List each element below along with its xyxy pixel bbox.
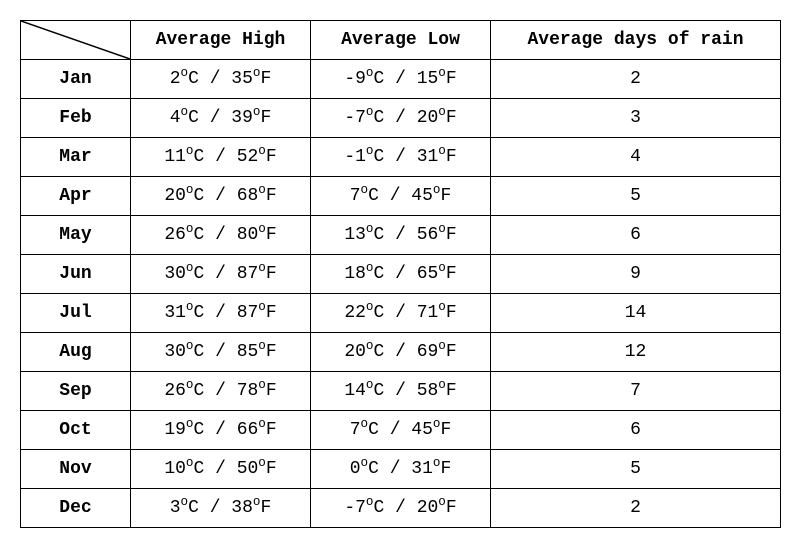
rain-cell: 9 bbox=[491, 255, 781, 294]
month-cell: Oct bbox=[21, 411, 131, 450]
header-blank bbox=[21, 21, 131, 60]
month-cell: Jan bbox=[21, 60, 131, 99]
table-row: Jan2oC / 35oF-9oC / 15oF2 bbox=[21, 60, 781, 99]
rain-cell: 3 bbox=[491, 99, 781, 138]
low-cell: -7oC / 20oF bbox=[311, 99, 491, 138]
month-cell: May bbox=[21, 216, 131, 255]
rain-cell: 2 bbox=[491, 60, 781, 99]
month-cell: Dec bbox=[21, 489, 131, 528]
table-row: Jul31oC / 87oF22oC / 71oF14 bbox=[21, 294, 781, 333]
rain-cell: 7 bbox=[491, 372, 781, 411]
rain-cell: 5 bbox=[491, 450, 781, 489]
table-row: Aug30oC / 85oF20oC / 69oF12 bbox=[21, 333, 781, 372]
low-cell: -7oC / 20oF bbox=[311, 489, 491, 528]
rain-cell: 6 bbox=[491, 216, 781, 255]
low-cell: 0oC / 31oF bbox=[311, 450, 491, 489]
climate-table: Average High Average Low Average days of… bbox=[20, 20, 781, 528]
low-cell: 14oC / 58oF bbox=[311, 372, 491, 411]
high-cell: 19oC / 66oF bbox=[131, 411, 311, 450]
rain-cell: 4 bbox=[491, 138, 781, 177]
month-cell: Jul bbox=[21, 294, 131, 333]
low-cell: 18oC / 65oF bbox=[311, 255, 491, 294]
high-cell: 30oC / 85oF bbox=[131, 333, 311, 372]
header-row: Average High Average Low Average days of… bbox=[21, 21, 781, 60]
table-row: Oct19oC / 66oF7oC / 45oF6 bbox=[21, 411, 781, 450]
table-row: Apr20oC / 68oF7oC / 45oF5 bbox=[21, 177, 781, 216]
low-cell: -9oC / 15oF bbox=[311, 60, 491, 99]
high-cell: 10oC / 50oF bbox=[131, 450, 311, 489]
low-cell: -1oC / 31oF bbox=[311, 138, 491, 177]
high-cell: 2oC / 35oF bbox=[131, 60, 311, 99]
low-cell: 22oC / 71oF bbox=[311, 294, 491, 333]
rain-cell: 2 bbox=[491, 489, 781, 528]
table-row: Dec3oC / 38oF-7oC / 20oF2 bbox=[21, 489, 781, 528]
high-cell: 26oC / 80oF bbox=[131, 216, 311, 255]
header-high: Average High bbox=[131, 21, 311, 60]
high-cell: 30oC / 87oF bbox=[131, 255, 311, 294]
low-cell: 7oC / 45oF bbox=[311, 177, 491, 216]
low-cell: 7oC / 45oF bbox=[311, 411, 491, 450]
header-low: Average Low bbox=[311, 21, 491, 60]
table-row: Mar11oC / 52oF-1oC / 31oF4 bbox=[21, 138, 781, 177]
rain-cell: 12 bbox=[491, 333, 781, 372]
month-cell: Apr bbox=[21, 177, 131, 216]
rain-cell: 5 bbox=[491, 177, 781, 216]
table-row: Nov10oC / 50oF0oC / 31oF5 bbox=[21, 450, 781, 489]
high-cell: 3oC / 38oF bbox=[131, 489, 311, 528]
high-cell: 31oC / 87oF bbox=[131, 294, 311, 333]
table-row: Jun30oC / 87oF18oC / 65oF9 bbox=[21, 255, 781, 294]
month-cell: Sep bbox=[21, 372, 131, 411]
month-cell: Aug bbox=[21, 333, 131, 372]
table-row: May26oC / 80oF13oC / 56oF6 bbox=[21, 216, 781, 255]
high-cell: 4oC / 39oF bbox=[131, 99, 311, 138]
table-row: Sep26oC / 78oF14oC / 58oF7 bbox=[21, 372, 781, 411]
rain-cell: 6 bbox=[491, 411, 781, 450]
month-cell: Mar bbox=[21, 138, 131, 177]
month-cell: Jun bbox=[21, 255, 131, 294]
high-cell: 11oC / 52oF bbox=[131, 138, 311, 177]
low-cell: 20oC / 69oF bbox=[311, 333, 491, 372]
header-rain: Average days of rain bbox=[491, 21, 781, 60]
high-cell: 20oC / 68oF bbox=[131, 177, 311, 216]
month-cell: Feb bbox=[21, 99, 131, 138]
table-row: Feb4oC / 39oF-7oC / 20oF3 bbox=[21, 99, 781, 138]
month-cell: Nov bbox=[21, 450, 131, 489]
rain-cell: 14 bbox=[491, 294, 781, 333]
low-cell: 13oC / 56oF bbox=[311, 216, 491, 255]
high-cell: 26oC / 78oF bbox=[131, 372, 311, 411]
